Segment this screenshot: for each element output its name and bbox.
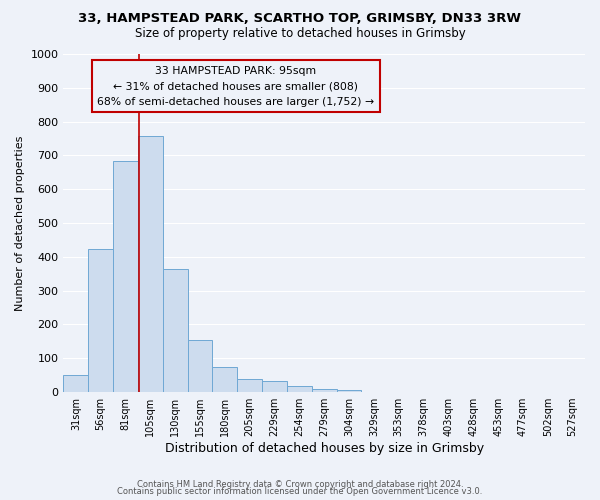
Text: 33, HAMPSTEAD PARK, SCARTHO TOP, GRIMSBY, DN33 3RW: 33, HAMPSTEAD PARK, SCARTHO TOP, GRIMSBY… bbox=[79, 12, 521, 26]
Text: Size of property relative to detached houses in Grimsby: Size of property relative to detached ho… bbox=[134, 28, 466, 40]
Text: 33 HAMPSTEAD PARK: 95sqm
← 31% of detached houses are smaller (808)
68% of semi-: 33 HAMPSTEAD PARK: 95sqm ← 31% of detach… bbox=[97, 66, 374, 107]
Bar bbox=[113, 161, 138, 392]
Bar bbox=[312, 388, 337, 392]
Bar bbox=[237, 378, 262, 392]
Text: Contains public sector information licensed under the Open Government Licence v3: Contains public sector information licen… bbox=[118, 488, 482, 496]
Bar bbox=[188, 340, 212, 392]
Y-axis label: Number of detached properties: Number of detached properties bbox=[15, 136, 25, 310]
Bar bbox=[337, 390, 361, 392]
Bar bbox=[138, 136, 163, 392]
Bar bbox=[88, 249, 113, 392]
Bar bbox=[163, 270, 188, 392]
X-axis label: Distribution of detached houses by size in Grimsby: Distribution of detached houses by size … bbox=[164, 442, 484, 455]
Bar bbox=[262, 382, 287, 392]
Bar bbox=[287, 386, 312, 392]
Text: Contains HM Land Registry data © Crown copyright and database right 2024.: Contains HM Land Registry data © Crown c… bbox=[137, 480, 463, 489]
Bar bbox=[212, 366, 237, 392]
Bar bbox=[64, 374, 88, 392]
